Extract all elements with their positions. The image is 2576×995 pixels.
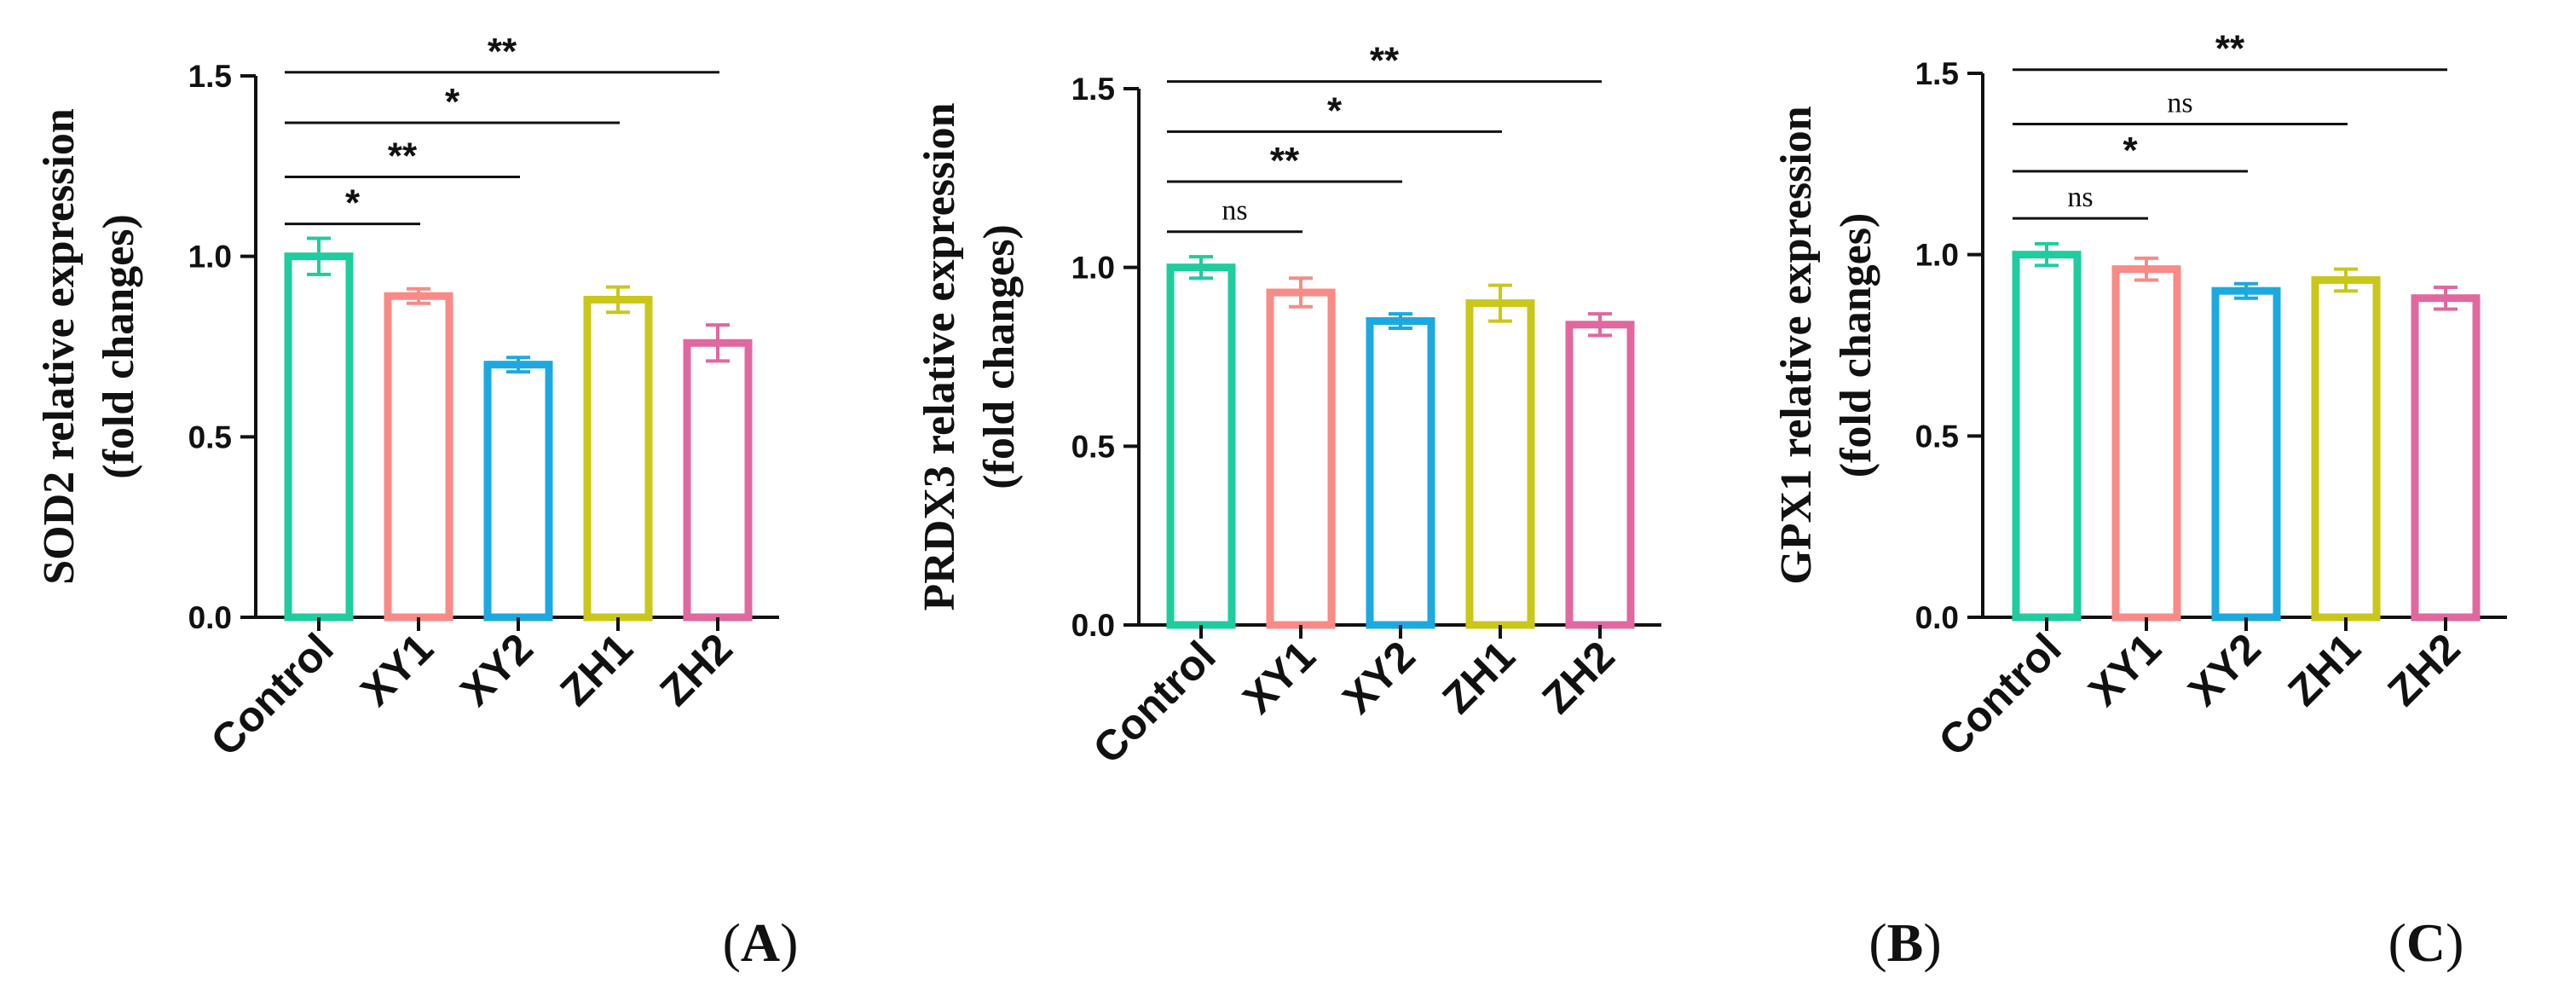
significance-label: * [345,182,361,224]
panel-c-chart: 0.0 0.5 1.0 1.5 GPX1 relative expression (fol… [1772,28,2507,765]
error-bar-xy2 [2234,281,2258,300]
bar-xy2 [483,361,553,622]
bar-control [284,252,354,622]
bar-xy1 [384,292,453,622]
error-bar-control [2035,241,2059,268]
significance-label: ** [1370,40,1400,82]
bar-control [1166,263,1236,629]
y-tick-label: 0.0 [1071,608,1115,643]
y-axis-label: GPX1 relative expression [1772,106,1821,584]
error-bar-xy2 [506,356,530,374]
y-axis-label-units: (fold changes) [1832,213,1880,478]
significance-label: * [2123,130,2138,171]
y-tick-label: 0.5 [1915,419,1959,454]
y-tick-label: 0.5 [1071,429,1115,464]
error-bar-xy1 [407,286,430,305]
y-tick-label: 0.0 [1915,600,1959,635]
significance-label: ** [388,136,418,177]
y-tick-label: 1.5 [1915,56,1959,91]
y-tick-label: 1.5 [1071,72,1115,107]
bar-zh1 [1465,299,1535,629]
bar-xy1 [1266,288,1336,629]
bar-zh2 [1565,321,1635,629]
category-label-xy2: XY2 [1333,632,1424,722]
significance-label: * [445,81,460,123]
y-axis-label: PRDX3 relative expression [915,102,964,610]
significance-label: ns [2167,88,2192,119]
error-bar-zh2 [2434,285,2458,311]
category-label-control: Control [202,624,343,765]
y-tick-label: 1.0 [188,240,232,275]
y-tick-label: 0.5 [188,419,232,454]
category-label-xy1: XY1 [351,624,442,714]
significance-label: ** [1270,140,1300,182]
category-label-zh1: ZH1 [551,624,641,714]
category-label-xy2: XY2 [451,624,541,714]
category-label-zh2: ZH2 [650,624,741,714]
y-axis-label: SOD2 relative expression [35,108,84,585]
significance-label: ns [1222,195,1247,227]
category-label-xy1: XY1 [1233,632,1324,722]
panel-a-chart: 0.0 0.5 1.0 1.5 SOD2 relative expression (fol… [35,31,779,765]
error-bar-xy1 [2134,256,2158,282]
y-axis-label-units: (fold changes) [95,214,143,479]
category-label-zh2: ZH2 [2378,624,2469,714]
error-bar-xy1 [1289,276,1313,309]
panel-b-chart: 0.0 0.5 1.0 1.5 PRDX3 relative expression (fo… [915,40,1661,772]
panel-label-b: (B) [1868,912,1941,973]
y-tick-label: 1.5 [188,59,232,94]
error-bar-zh1 [1488,283,1512,323]
error-bar-zh1 [2334,267,2358,293]
category-label-zh2: ZH2 [1533,632,1623,722]
significance-label: ns [2067,182,2093,213]
category-label-xy1: XY1 [2079,624,2169,714]
bar-zh1 [2311,275,2381,622]
bar-zh2 [683,338,753,622]
significance-label: * [1327,90,1343,131]
error-bar-control [1189,255,1213,281]
error-bar-xy2 [1389,312,1412,330]
bar-zh1 [583,295,653,622]
category-label-control: Control [1930,624,2071,765]
error-bar-zh2 [706,323,730,363]
significance-label: ** [488,31,517,72]
category-label-control: Control [1084,632,1225,772]
error-bar-control [307,236,331,276]
panel-label-c: (C) [2388,912,2464,973]
category-label-zh1: ZH1 [1433,632,1523,722]
error-bar-zh2 [1588,312,1612,338]
error-bar-zh1 [606,285,630,315]
bar-zh2 [2411,294,2481,622]
y-tick-label: 1.0 [1071,251,1115,286]
bar-xy2 [2211,286,2281,622]
significance-label: ** [2215,28,2245,70]
bar-xy1 [2111,265,2181,622]
y-tick-label: 0.0 [188,600,232,635]
panel-label-a: (A) [723,912,799,973]
y-axis-label-units: (fold changes) [975,224,1024,489]
category-label-zh1: ZH1 [2279,624,2369,714]
category-label-xy2: XY2 [2179,624,2269,714]
y-tick-label: 1.0 [1915,238,1959,273]
bar-control [2012,251,2082,622]
bar-xy2 [1366,317,1435,629]
